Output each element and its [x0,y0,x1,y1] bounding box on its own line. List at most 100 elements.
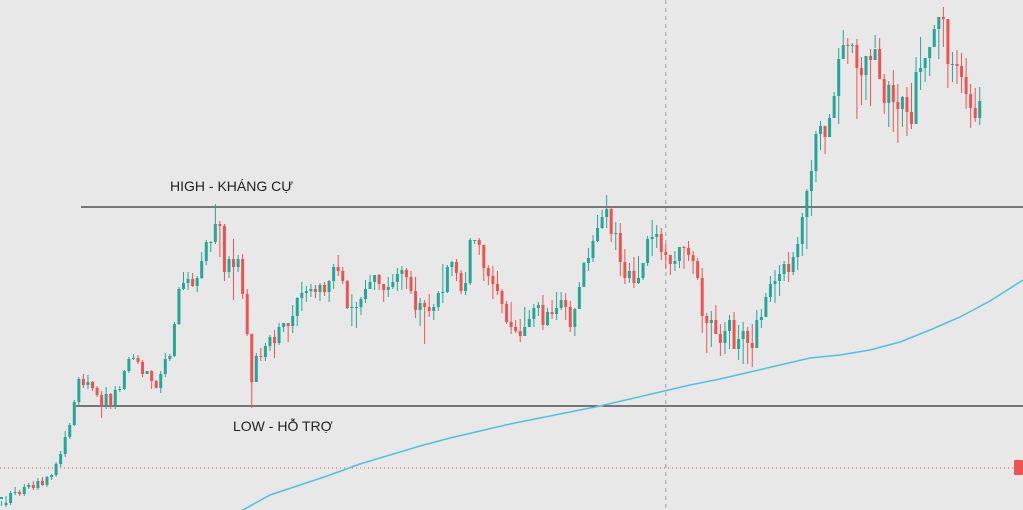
candle[interactable] [172,322,176,357]
candle[interactable] [568,301,572,332]
candle[interactable] [313,285,317,298]
candle[interactable] [341,267,345,284]
candle[interactable] [291,305,295,333]
candle[interactable] [309,284,313,297]
candle[interactable] [72,400,76,426]
candle[interactable] [109,393,113,409]
candle[interactable] [878,38,882,79]
candle[interactable] [910,83,913,129]
candle[interactable] [491,266,495,299]
candle[interactable] [427,294,431,317]
candle[interactable] [659,228,663,260]
candle[interactable] [782,261,786,281]
candle[interactable] [122,370,126,390]
candle[interactable] [518,319,522,342]
candle[interactable] [136,355,140,364]
candle[interactable] [186,272,190,290]
candle[interactable] [54,462,58,477]
candle[interactable] [650,220,654,256]
candle[interactable] [332,264,336,289]
candle[interactable] [809,160,813,216]
candle[interactable] [673,251,677,271]
candle[interactable] [36,478,40,490]
candle[interactable] [200,252,204,279]
candle[interactable] [837,48,841,124]
candle[interactable] [50,474,54,480]
candle[interactable] [286,323,290,342]
candle[interactable] [345,280,349,309]
candle[interactable] [527,310,531,327]
candle[interactable] [859,57,863,105]
candle[interactable] [978,87,982,125]
candle[interactable] [855,39,859,119]
candle[interactable] [386,277,390,297]
candle[interactable] [4,496,8,507]
candle[interactable] [682,246,686,269]
candle[interactable] [95,386,99,397]
candle[interactable] [550,300,554,319]
candle[interactable] [586,248,590,271]
candle[interactable] [259,348,263,361]
candle[interactable] [532,304,536,327]
candle[interactable] [218,221,222,257]
candle[interactable] [646,236,650,266]
candle[interactable] [791,252,795,275]
candle[interactable] [605,195,609,228]
candle[interactable] [268,335,272,351]
candle[interactable] [254,353,258,382]
candle[interactable] [960,53,964,93]
candle[interactable] [222,224,226,281]
candle[interactable] [887,81,891,127]
candle[interactable] [18,490,22,496]
candle[interactable] [182,272,185,290]
candle[interactable] [973,88,977,122]
candle[interactable] [382,284,386,302]
candle[interactable] [104,387,108,409]
candle[interactable] [423,300,427,344]
candle[interactable] [450,261,454,276]
candle[interactable] [846,38,850,64]
candle[interactable] [373,275,377,290]
candle[interactable] [118,386,122,392]
candle[interactable] [154,380,158,388]
candle[interactable] [318,283,322,301]
candle[interactable] [495,271,499,295]
candle[interactable] [31,481,35,490]
candle[interactable] [714,305,718,334]
candle[interactable] [718,324,722,356]
candle[interactable] [436,291,440,311]
candle[interactable] [700,268,704,333]
candle[interactable] [0,497,3,506]
candle[interactable] [705,313,709,353]
candle[interactable] [764,293,768,317]
candle[interactable] [441,264,445,303]
candle[interactable] [773,270,777,303]
candle[interactable] [614,222,618,250]
candle[interactable] [677,247,681,268]
candle[interactable] [632,257,636,288]
candle[interactable] [391,274,395,289]
candle[interactable] [323,282,327,296]
candle[interactable] [263,343,267,361]
candle[interactable] [737,325,741,360]
candle[interactable] [814,131,818,182]
candle[interactable] [687,241,691,261]
candle[interactable] [828,114,832,137]
candle[interactable] [523,307,527,336]
candle[interactable] [600,210,604,229]
candle[interactable] [559,292,563,310]
candle[interactable] [191,273,195,287]
candle[interactable] [787,252,791,282]
candle[interactable] [778,265,782,296]
candle[interactable] [213,204,217,244]
candle[interactable] [573,308,577,336]
candle[interactable] [163,353,167,377]
candle[interactable] [623,249,627,284]
candle[interactable] [68,423,72,439]
candle[interactable] [709,311,713,347]
candle[interactable] [618,223,622,276]
candle[interactable] [277,323,281,345]
candle[interactable] [377,274,381,290]
candle[interactable] [955,50,959,84]
candle[interactable] [969,84,973,128]
